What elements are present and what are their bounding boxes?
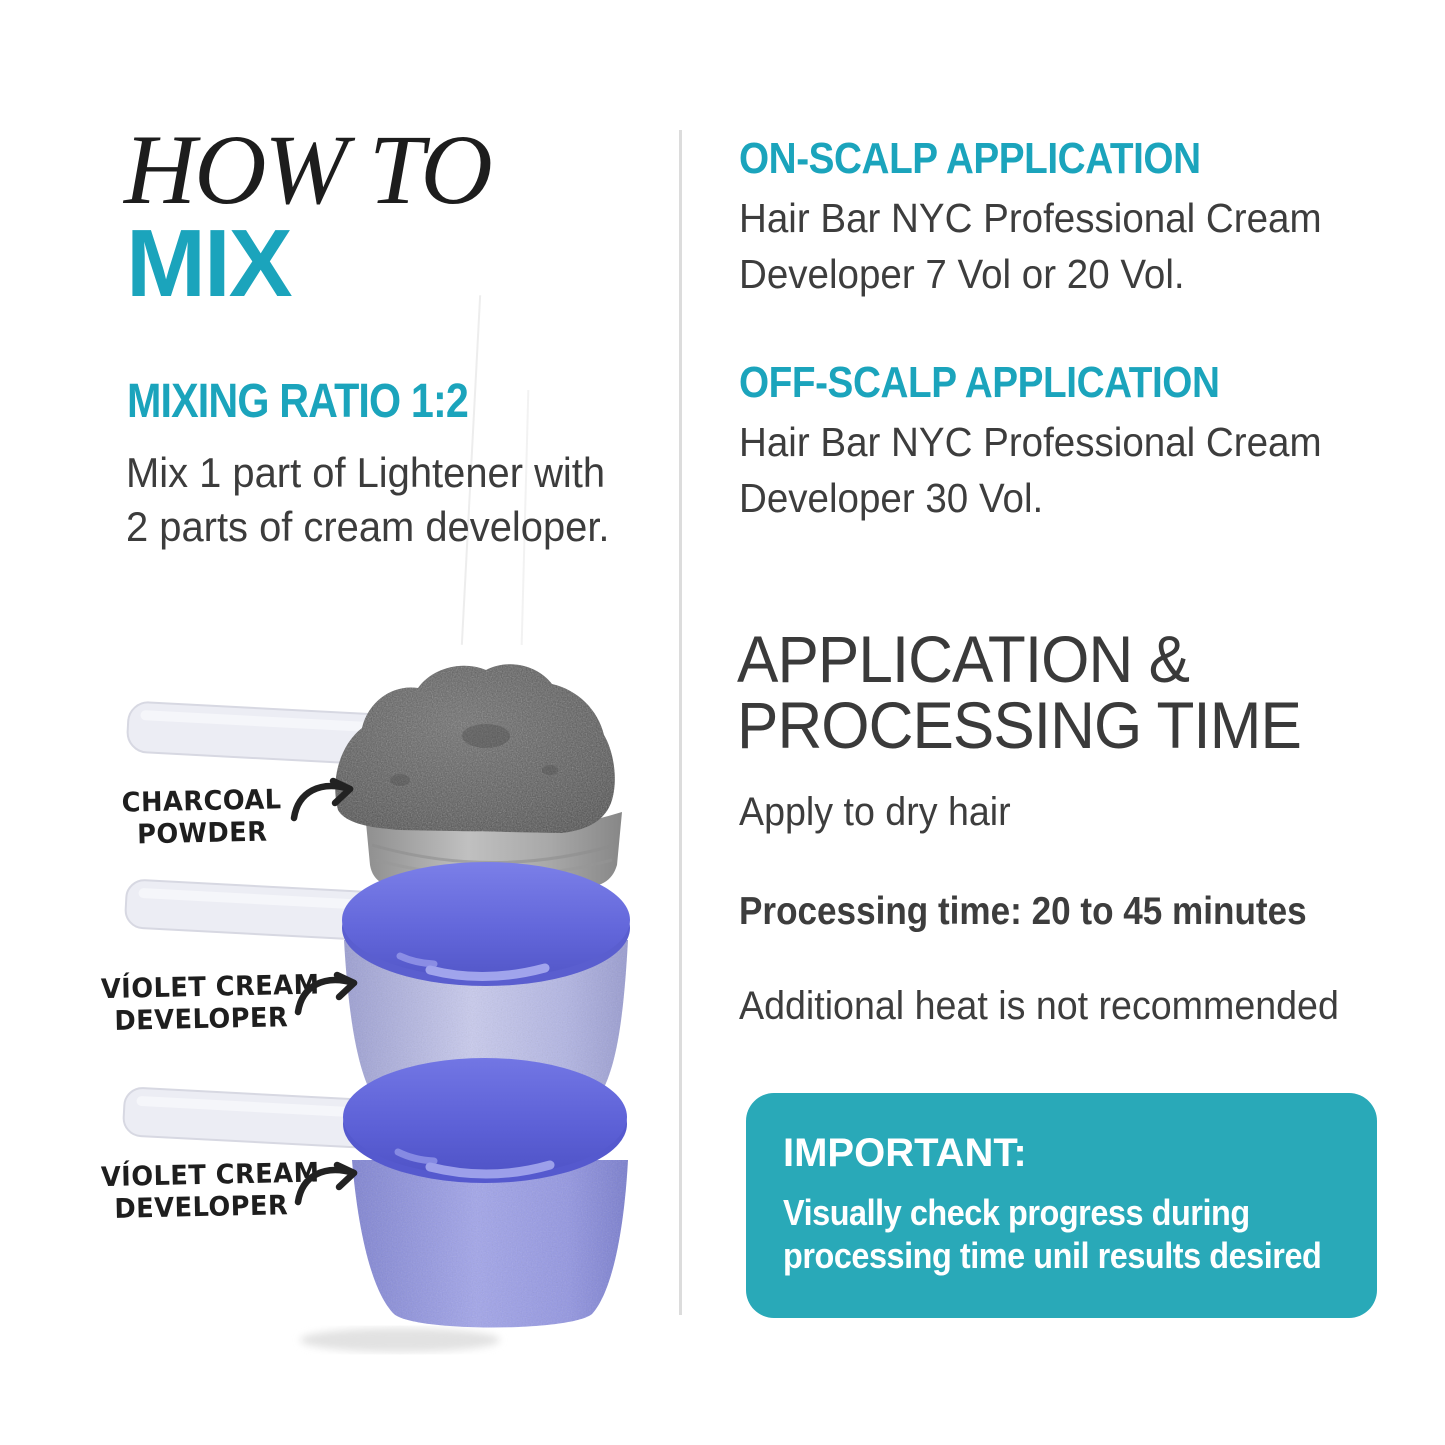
powder-speck: [390, 774, 410, 786]
powder-crater: [462, 724, 510, 748]
on-scalp-body-line1: Hair Bar NYC Professional Cream: [739, 195, 1322, 241]
handle-highlight: [138, 888, 369, 910]
off-scalp-body-line1: Hair Bar NYC Professional Cream: [739, 419, 1322, 465]
processing-item-apply: Apply to dry hair: [739, 790, 1011, 834]
floor-shadow: [300, 1328, 500, 1352]
violet-label2-line1: VÍOLET CREAM: [100, 1157, 320, 1194]
violet-lid: [342, 862, 630, 978]
curved-arrow-icon: [294, 1161, 358, 1206]
scoops-illustration: [122, 664, 630, 1352]
processing-heading-line1: APPLICATION &: [737, 622, 1190, 696]
powder-speck: [542, 765, 558, 775]
off-scalp-heading: OFF-SCALP APPLICATION: [739, 358, 1220, 407]
mixing-ratio-body-line2: 2 parts of cream developer.: [126, 503, 610, 550]
curved-arrow-icon: [294, 971, 358, 1016]
violet-label1-line1: VÍOLET CREAM: [100, 969, 320, 1006]
mixing-ratio-heading: MIXING RATIO 1:2: [127, 375, 469, 428]
lid-highlight: [394, 1148, 438, 1165]
violet-lid: [343, 1058, 627, 1176]
cup-texture: [344, 940, 628, 1095]
violet-label1-line2: DEVELOPER: [114, 1002, 289, 1037]
important-body: Visually check progress during processin…: [783, 1191, 1322, 1277]
charcoal-label-line2: POWDER: [136, 816, 268, 851]
violet-label2-line2: DEVELOPER: [114, 1190, 289, 1225]
handle-highlight: [140, 710, 381, 733]
charcoal-powder-label: CHARCOAL POWDER: [116, 784, 288, 852]
lid-highlight: [425, 1160, 555, 1179]
violet-scoop-1: [124, 862, 630, 1095]
important-heading: IMPORTANT:: [783, 1131, 1027, 1175]
column-divider: [679, 130, 682, 1315]
violet-developer-label-2: VÍOLET CREAM DEVELOPER: [100, 1157, 320, 1226]
violet-developer-label-1: VÍOLET CREAM DEVELOPER: [100, 969, 320, 1038]
handle-highlight: [136, 1096, 367, 1118]
on-scalp-body-line2: Developer 7 Vol or 20 Vol.: [739, 251, 1185, 297]
violet-scoop-2: [122, 1058, 628, 1328]
processing-heading: APPLICATION & PROCESSING TIME: [737, 622, 1302, 762]
processing-item-time: Processing time: 20 to 45 minutes: [739, 890, 1307, 933]
charcoal-label-line1: CHARCOAL: [121, 784, 282, 819]
important-body-line1: Visually check progress during: [783, 1192, 1250, 1233]
cup-texture: [352, 1160, 628, 1328]
off-scalp-body-line2: Developer 30 Vol.: [739, 475, 1044, 521]
important-body-line2: processing time unil results desired: [783, 1235, 1322, 1276]
on-scalp-body: Hair Bar NYC Professional Cream Develope…: [739, 190, 1322, 302]
on-scalp-heading: ON-SCALP APPLICATION: [739, 134, 1201, 183]
page-title-accent: MIX: [126, 210, 293, 317]
mixing-ratio-body-line1: Mix 1 part of Lightener with: [126, 449, 606, 496]
lid-highlight: [396, 952, 438, 968]
powder-texture: [335, 664, 615, 833]
mixing-ratio-body: Mix 1 part of Lightener with 2 parts of …: [126, 446, 610, 554]
processing-item-heat: Additional heat is not recommended: [739, 984, 1339, 1028]
page-title-serif: HOW TO: [124, 114, 493, 225]
charcoal-scoop: [126, 664, 622, 888]
scoop-handle: [122, 1087, 381, 1149]
processing-heading-line2: PROCESSING TIME: [737, 688, 1302, 762]
lid-highlight: [425, 963, 550, 982]
important-callout-box: IMPORTANT: Visually check progress durin…: [746, 1093, 1377, 1318]
curved-arrow-icon: [290, 777, 354, 822]
off-scalp-body: Hair Bar NYC Professional Cream Develope…: [739, 414, 1322, 526]
